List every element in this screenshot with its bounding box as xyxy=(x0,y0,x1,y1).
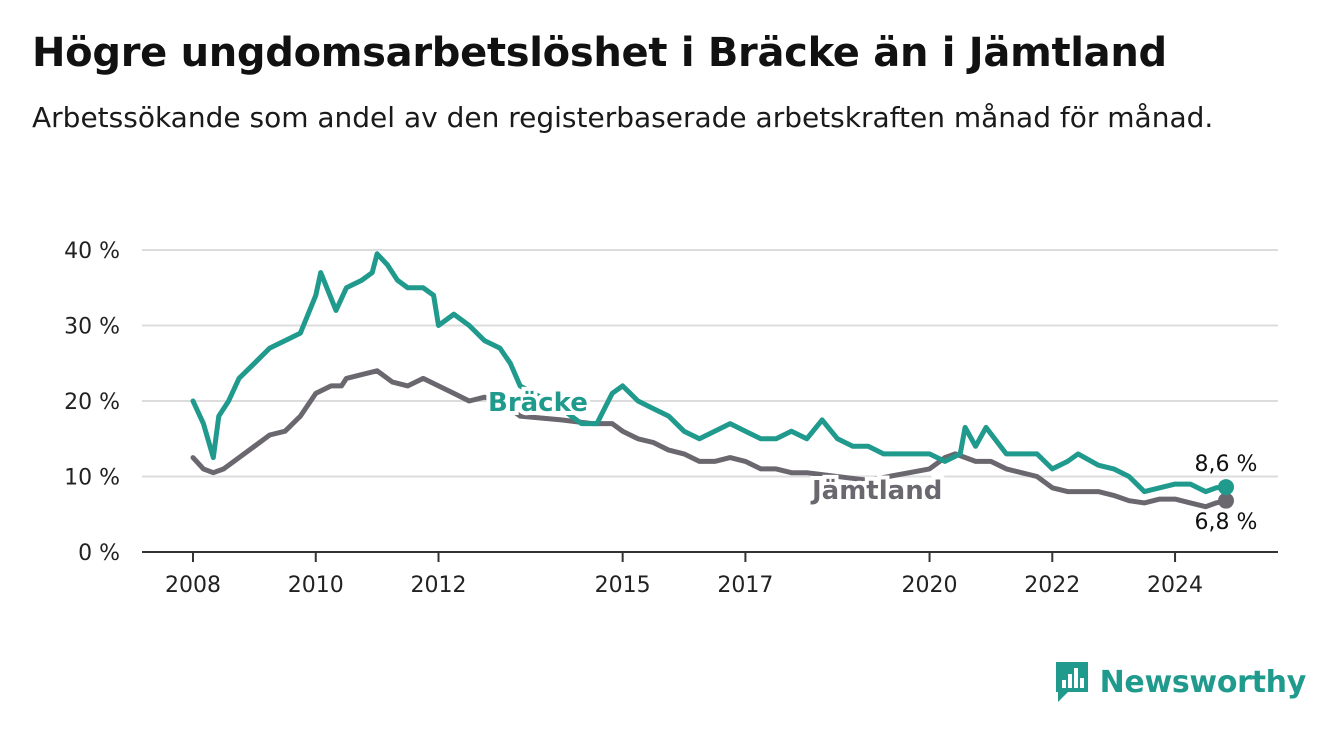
x-tick-label: 2012 xyxy=(411,573,467,598)
y-tick-label: 30 % xyxy=(64,315,120,340)
series-line-bracke xyxy=(190,251,1229,495)
series-line-jamtland xyxy=(190,368,1229,510)
brand-name: Newsworthy xyxy=(1099,664,1307,700)
y-tick-label: 20 % xyxy=(64,390,120,415)
chart-subtitle: Arbetssökande som andel av den registerb… xyxy=(32,101,1214,134)
series-labels: Bräcke Jämtland 8,6 % 6,8 % xyxy=(484,384,1258,535)
y-axis-labels: 0 % 10 % 20 % 30 % 40 % xyxy=(64,239,120,566)
end-point xyxy=(1218,479,1234,496)
y-tick-label: 10 % xyxy=(64,466,120,491)
x-tick-label: 2020 xyxy=(902,573,958,598)
y-tick-label: 0 % xyxy=(78,541,120,566)
page-title: Högre ungdomsarbetslöshet i Bräcke än i … xyxy=(32,30,1167,76)
series-label-jamtland: Jämtland xyxy=(810,476,942,506)
newsworthy-logo: Newsworthy xyxy=(1054,660,1306,704)
series-label-bracke: Bräcke xyxy=(488,388,588,418)
series-lines xyxy=(190,251,1234,510)
end-point xyxy=(1218,492,1234,509)
y-tick-label: 40 % xyxy=(64,239,120,264)
end-value-bracke: 8,6 % xyxy=(1195,452,1258,477)
x-tick-label: 2015 xyxy=(595,573,651,598)
x-tick-label: 2017 xyxy=(717,573,773,598)
line-chart: 0 % 10 % 20 % 30 % 40 % 2008 2010 2012 2015 2017… xyxy=(64,239,1278,598)
end-value-jamtland: 6,8 % xyxy=(1195,510,1258,535)
x-tick-label: 2008 xyxy=(165,573,221,598)
bar-chart-speech-bubble-icon xyxy=(1055,662,1088,702)
x-tick-label: 2010 xyxy=(288,573,344,598)
x-tick-label: 2022 xyxy=(1024,573,1080,598)
x-axis: 2008 2010 2012 2015 2017 2020 2022 2024 xyxy=(142,551,1278,598)
grid-lines xyxy=(142,249,1278,478)
x-tick-label: 2024 xyxy=(1147,573,1203,598)
